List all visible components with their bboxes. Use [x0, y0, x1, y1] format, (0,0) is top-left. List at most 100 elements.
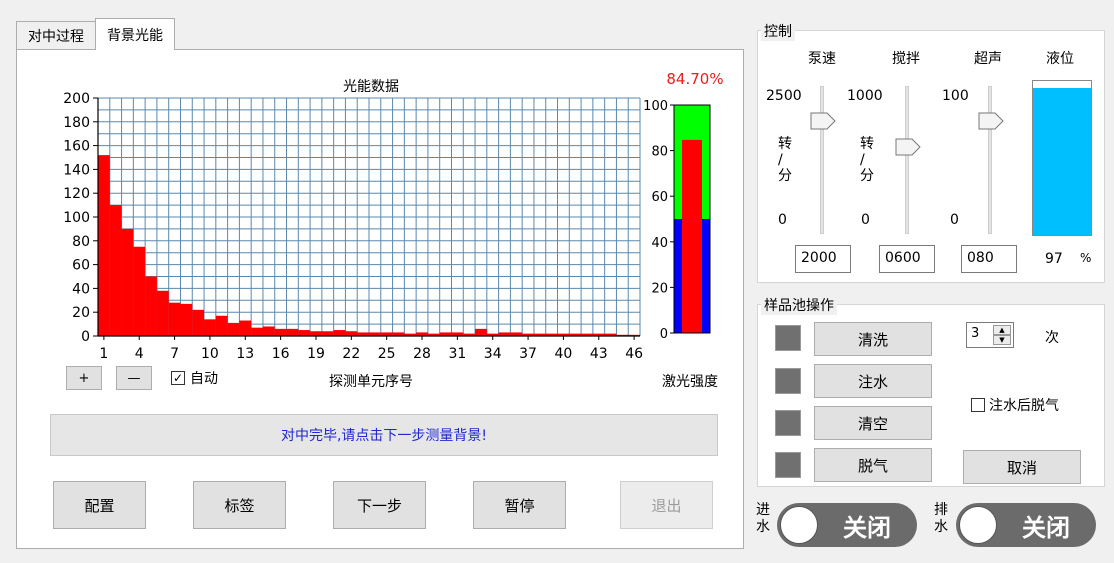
laser-frame [673, 104, 711, 334]
config-button[interactable]: 配置 [53, 481, 146, 529]
pump-speed-label: 泵速 [808, 51, 836, 67]
bar-11 [215, 315, 228, 336]
bar-8 [180, 303, 193, 336]
bar-20 [321, 331, 334, 336]
inlet-label: 进 水 [756, 502, 770, 535]
ultrasonic-slider-track [988, 86, 992, 234]
tag-button[interactable]: 标签 [193, 481, 286, 529]
clean-button-label: 清洗 [857, 330, 888, 349]
stir-input[interactable]: 0600 [879, 245, 935, 273]
status-message: 对中完毕,请点击下一步测量背景! [280, 428, 488, 444]
empty-button[interactable]: 清空 [814, 406, 932, 440]
tab-alignment-label: 对中过程 [28, 28, 84, 45]
y-tick-label: 120 [63, 186, 90, 202]
degas-after-fill-checkbox[interactable] [971, 398, 985, 412]
laser-intensity-bar [673, 104, 711, 334]
y-tick-label: 100 [63, 210, 90, 226]
bar-29 [427, 333, 440, 336]
inlet-toggle-state: 关闭 [843, 513, 891, 542]
pause-button[interactable]: 暂停 [473, 481, 566, 529]
degas-indicator [775, 452, 801, 478]
ultrasonic-max: 100 [942, 88, 969, 104]
bar-22 [345, 331, 358, 336]
bar-17 [286, 328, 299, 336]
bar-2 [109, 205, 122, 336]
clean-count-spinner[interactable]: 3 ▲ ▼ [966, 322, 1014, 348]
count-unit: 次 [1045, 330, 1059, 346]
x-tick-label: 46 [625, 346, 643, 362]
stir-slider-thumb[interactable] [895, 138, 921, 156]
ultrasonic-slider-thumb[interactable] [978, 112, 1004, 130]
liquid-level-value: 97 [1045, 251, 1063, 267]
control-group-title: 控制 [761, 21, 795, 41]
laser-tick-label: 20 [651, 281, 668, 296]
stir-slider-track [905, 86, 909, 234]
pause-button-label: 暂停 [504, 496, 535, 515]
auto-checkbox[interactable]: ✓ [171, 371, 185, 385]
laser-tick-labels: 100 80 60 40 20 0 [643, 99, 674, 342]
bar-27 [404, 333, 417, 336]
pump-max: 2500 [766, 88, 802, 104]
y-tick-label: 80 [72, 234, 90, 250]
zoom-out-label: — [127, 370, 141, 386]
clean-button[interactable]: 清洗 [814, 322, 932, 356]
next-step-button-label: 下一步 [356, 496, 402, 515]
bar-43 [592, 333, 605, 336]
empty-button-label: 清空 [857, 414, 888, 433]
chart-grid [97, 97, 641, 337]
bar-3 [121, 228, 134, 336]
laser-intensity-label: 激光强度 [662, 374, 718, 390]
spinner-up-icon[interactable]: ▲ [993, 325, 1011, 335]
bar-38 [533, 333, 546, 336]
next-step-button[interactable]: 下一步 [333, 481, 426, 529]
zoom-in-label: + [78, 370, 90, 386]
bar-31 [451, 332, 464, 336]
pump-speed-slider-thumb[interactable] [810, 112, 836, 130]
stir-label: 搅拌 [892, 51, 920, 67]
bar-19 [310, 331, 322, 336]
y-tick-label: 40 [72, 281, 90, 297]
bar-9 [192, 309, 205, 336]
x-tick-label: 4 [135, 346, 144, 362]
cancel-button-label: 取消 [1006, 458, 1037, 477]
ultrasonic-min: 0 [950, 212, 959, 228]
bar-24 [369, 332, 381, 336]
tab-background-light[interactable]: 背景光能 [95, 18, 175, 50]
clean-count-value: 3 [971, 326, 980, 341]
pump-speed-slider-track [820, 86, 824, 234]
spinner-down-icon[interactable]: ▼ [993, 335, 1011, 345]
laser-tick-label: 100 [643, 99, 668, 114]
laser-value-bar [682, 139, 702, 333]
ultrasonic-input[interactable]: 080 [961, 245, 1017, 273]
fill-water-button[interactable]: 注水 [814, 364, 932, 398]
y-tick-label: 160 [63, 139, 90, 155]
bar-7 [168, 302, 181, 336]
y-tick-label: 200 [63, 91, 90, 107]
x-tick-label: 25 [378, 346, 396, 362]
pump-unit: 转 / 分 [778, 136, 792, 184]
x-tick-label: 40 [554, 346, 572, 362]
laser-tick-label: 80 [651, 145, 668, 160]
bar-6 [156, 290, 169, 336]
y-tick-label: 0 [81, 329, 90, 345]
degas-button[interactable]: 脱气 [814, 448, 932, 482]
exit-button[interactable]: 退出 [620, 481, 713, 529]
x-tick-label: 13 [236, 346, 254, 362]
outlet-water-toggle[interactable]: 关闭 [956, 503, 1096, 547]
zoom-out-button[interactable]: — [116, 366, 152, 390]
pump-speed-input[interactable]: 2000 [795, 245, 851, 273]
x-tick-label: 19 [307, 346, 325, 362]
bar-23 [357, 332, 369, 336]
x-tick-labels: 1 4 7 10 13 16 19 22 25 28 31 34 37 40 43 46 [99, 336, 643, 362]
tab-alignment[interactable]: 对中过程 [16, 21, 96, 49]
auto-label: 自动 [190, 371, 218, 387]
cancel-button[interactable]: 取消 [963, 450, 1081, 484]
zoom-in-button[interactable]: + [66, 366, 102, 390]
stir-unit: 转 / 分 [860, 136, 874, 184]
empty-indicator [775, 410, 801, 436]
laser-tick-label: 0 [660, 327, 668, 342]
y-tick-label: 140 [63, 162, 90, 178]
exit-button-label: 退出 [651, 496, 682, 515]
inlet-water-toggle[interactable]: 关闭 [777, 503, 917, 547]
